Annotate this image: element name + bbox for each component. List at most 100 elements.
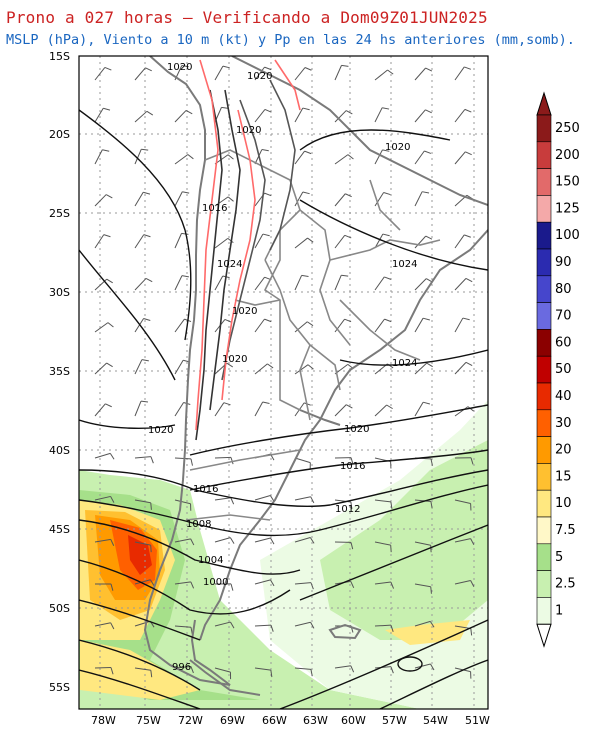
wind-barb [94, 362, 108, 375]
coastline [143, 56, 488, 696]
colorbar-segment [536, 355, 552, 384]
wind-barb-flag [185, 110, 193, 115]
wind-barb-flag [309, 537, 315, 544]
political-borders [185, 149, 441, 521]
wind-barb-flag [344, 318, 352, 323]
wind-barb-flag [350, 665, 355, 673]
wind-barb [414, 583, 431, 588]
wind-barb [374, 276, 385, 291]
wind-barb-flag [230, 621, 235, 629]
lon-label: 78W [91, 714, 116, 727]
wind-barb [94, 194, 107, 207]
wind-barb [294, 191, 304, 207]
lat-label: 20S [49, 128, 70, 141]
wind-barb-flag [190, 581, 195, 589]
wind-barb-flag [382, 107, 390, 110]
wind-barb [414, 235, 427, 249]
isobar-label: 1024 [392, 259, 417, 270]
wind-barb [414, 109, 426, 123]
isobar-label: 1008 [186, 519, 211, 530]
wind-barb [174, 233, 182, 249]
wind-barb-flag [384, 318, 392, 323]
wind-barb-flag [310, 669, 313, 677]
colorbar-segment [536, 329, 552, 357]
wind-barb-flag [383, 192, 391, 196]
isobar-label: 1024 [217, 259, 242, 270]
wind-barb [254, 401, 264, 417]
wind-barb [294, 364, 309, 375]
wind-barb-flag [270, 624, 274, 632]
wind-barb-flag [304, 150, 312, 155]
wind-barb [374, 149, 383, 165]
wind-barb [294, 621, 311, 627]
wind-barb-flag [264, 192, 272, 197]
wind-barb-flag [464, 108, 472, 113]
colorbar-label: 80 [555, 282, 572, 297]
wind-barb [414, 362, 428, 375]
wind-barb [134, 541, 151, 546]
wind-barb [374, 107, 383, 123]
wind-barb-flag [221, 106, 229, 109]
colorbar-segment [536, 570, 552, 598]
isobar-label: 1020 [167, 62, 192, 73]
wind-barb [254, 66, 265, 81]
colorbar-segment [536, 436, 552, 464]
wind-barb-flag [140, 400, 149, 403]
wind-barb [414, 191, 423, 207]
wind-barb [294, 667, 311, 670]
lat-label: 45S [49, 523, 70, 536]
wind-barb [134, 67, 146, 81]
isobar-label: 1020 [148, 425, 173, 436]
wind-barb-flag [141, 148, 149, 151]
wind-barb-flag [267, 363, 274, 369]
wind-barb [94, 622, 111, 627]
colorbar-segment [536, 141, 552, 169]
isobar-label: 1020 [236, 125, 261, 136]
wind-barb-flag [223, 402, 231, 406]
wind-barb-flag [345, 193, 352, 198]
wind-barb-flag [229, 537, 235, 544]
wind-barb [174, 538, 191, 543]
wind-barb-flag [470, 538, 475, 546]
wind-barb [174, 581, 191, 585]
colorbar-label: 250 [555, 121, 580, 136]
wind-barb [454, 362, 467, 375]
lon-label: 57W [382, 714, 407, 727]
wind-barb [294, 457, 311, 464]
isobar-label: 1012 [335, 504, 360, 515]
wind-barb-flag [102, 149, 110, 152]
lon-label: 66W [262, 714, 287, 727]
wind-barb [94, 67, 106, 81]
wind-barb [214, 667, 231, 673]
wind-barb-flag [464, 66, 472, 70]
wind-barb [374, 69, 388, 81]
wind-barb [454, 406, 469, 417]
wind-barb [334, 665, 351, 669]
wind-barb [334, 318, 345, 333]
wind-barb [254, 318, 265, 333]
wind-barb [454, 499, 471, 505]
wind-barb-flag [150, 502, 152, 510]
wind-barb-flag [262, 233, 270, 237]
wind-barb [134, 667, 151, 671]
wind-barb [374, 541, 391, 546]
wind-barb-flag [106, 362, 113, 368]
wind-barb [214, 275, 224, 291]
wind-barb-flag [470, 628, 473, 636]
wind-barb-flag [382, 149, 390, 152]
wind-barb [254, 667, 271, 671]
colorbar-top-arrow [536, 91, 552, 116]
map-subtitle: MSLP (hPa), Viento a 10 m (kt) y Pp en l… [6, 32, 575, 48]
wind-barb [374, 318, 385, 333]
wind-barb [294, 321, 308, 333]
wind-barb-flag [310, 622, 315, 629]
wind-barb-flag [425, 67, 433, 72]
wind-barb [294, 496, 311, 501]
wind-barb [174, 110, 187, 123]
colorbar-segment [536, 221, 552, 250]
wind-barb-flag [103, 107, 111, 111]
wind-barb [94, 495, 111, 501]
wind-barb [214, 497, 231, 501]
wind-barb-flag [262, 401, 270, 405]
colorbar-label: 15 [555, 469, 572, 484]
